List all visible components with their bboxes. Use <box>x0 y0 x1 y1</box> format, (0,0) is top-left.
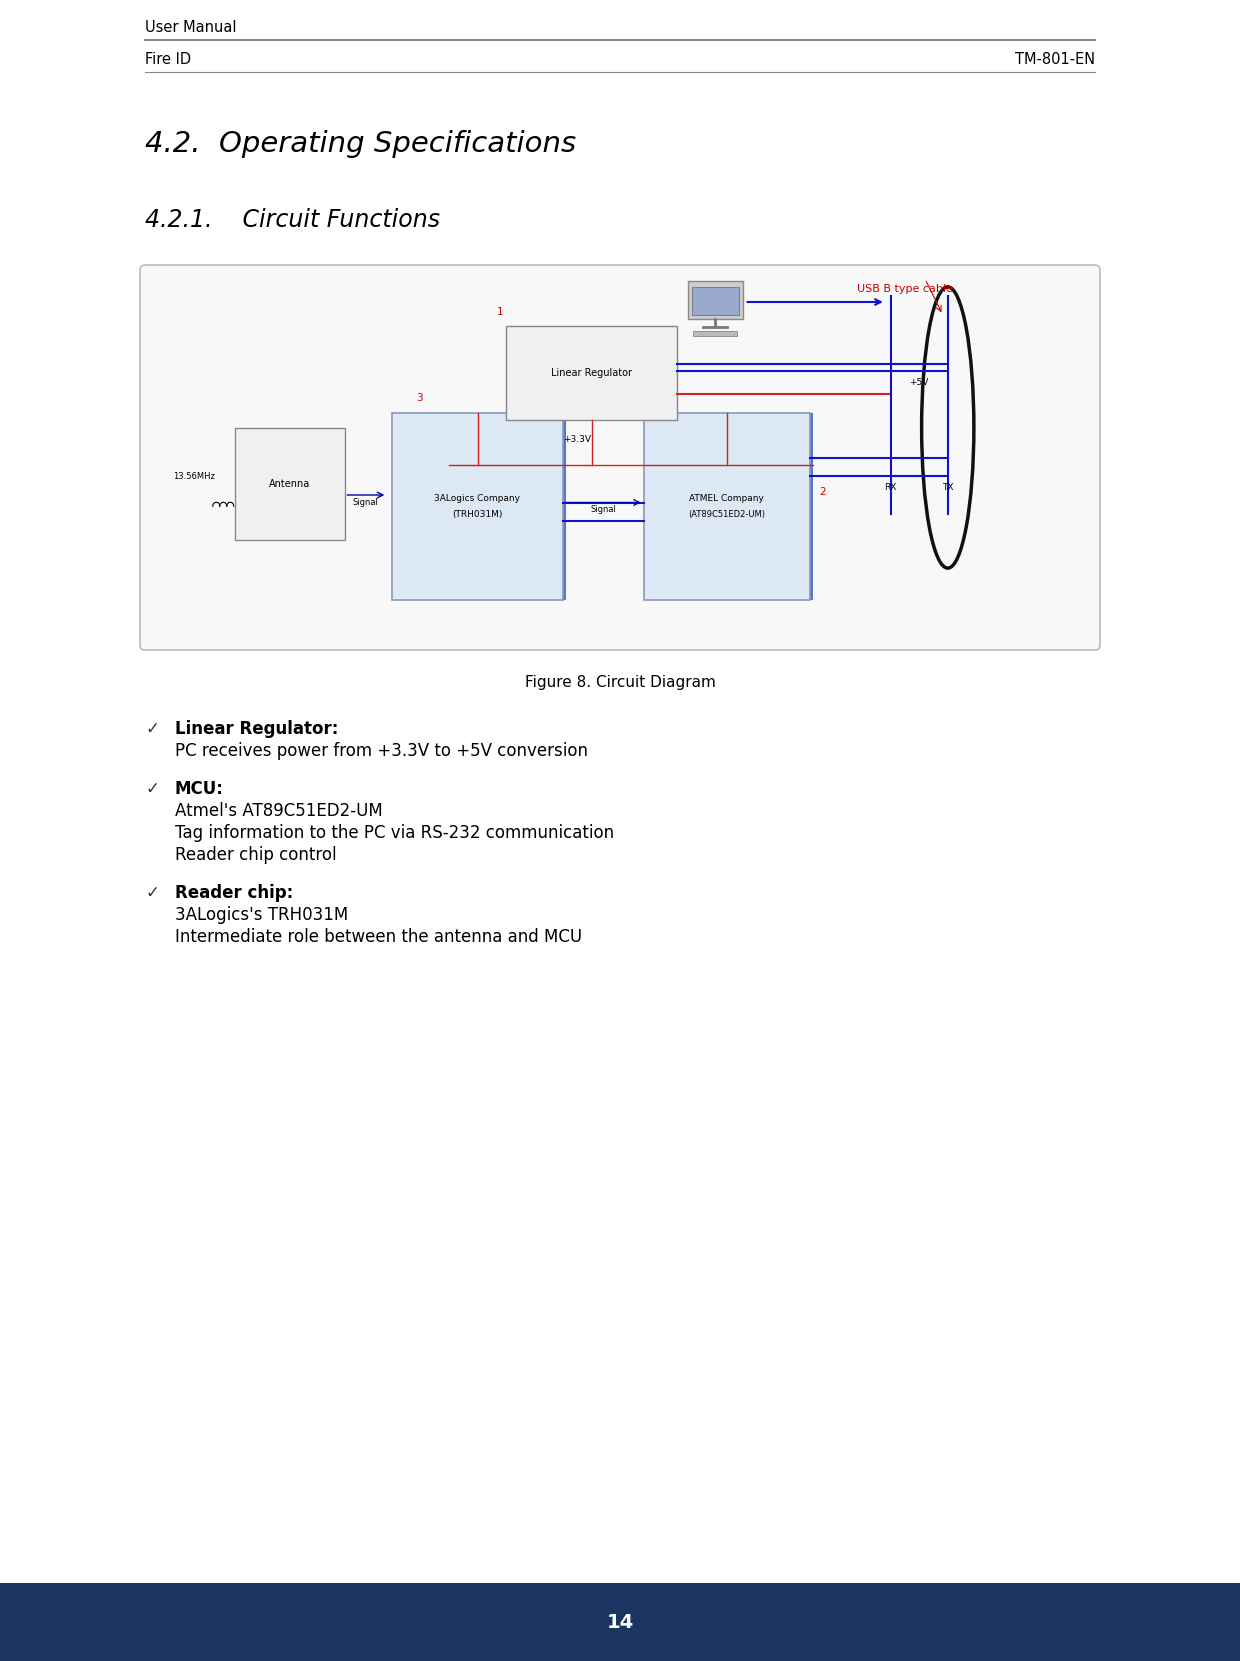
Text: MCU:: MCU: <box>175 781 224 797</box>
Text: User Manual: User Manual <box>145 20 237 35</box>
Text: Signal: Signal <box>353 498 378 507</box>
FancyBboxPatch shape <box>140 266 1100 649</box>
FancyBboxPatch shape <box>693 331 737 336</box>
FancyBboxPatch shape <box>0 1583 1240 1661</box>
Text: 4.2.1.    Circuit Functions: 4.2.1. Circuit Functions <box>145 208 440 233</box>
Text: 3: 3 <box>415 394 423 404</box>
Text: USB B type cable: USB B type cable <box>857 284 952 294</box>
Text: Linear Regulator:: Linear Regulator: <box>175 719 339 737</box>
FancyBboxPatch shape <box>558 412 565 600</box>
Text: ✓: ✓ <box>145 719 159 737</box>
Text: Reader chip control: Reader chip control <box>175 845 336 864</box>
Text: Fire ID: Fire ID <box>145 51 191 66</box>
FancyBboxPatch shape <box>692 287 739 316</box>
Text: Reader chip:: Reader chip: <box>175 884 293 902</box>
Text: 4.2.  Operating Specifications: 4.2. Operating Specifications <box>145 130 577 158</box>
FancyBboxPatch shape <box>644 412 810 600</box>
Text: ✓: ✓ <box>145 884 159 902</box>
Text: (AT89C51ED2-UM): (AT89C51ED2-UM) <box>688 510 765 518</box>
Text: Figure 8. Circuit Diagram: Figure 8. Circuit Diagram <box>525 674 715 689</box>
Text: Tag information to the PC via RS-232 communication: Tag information to the PC via RS-232 com… <box>175 824 614 842</box>
Text: ✓: ✓ <box>145 781 159 797</box>
FancyBboxPatch shape <box>805 412 813 600</box>
FancyBboxPatch shape <box>687 281 743 319</box>
Text: 3ALogics's TRH031M: 3ALogics's TRH031M <box>175 905 348 924</box>
Text: TM-801-EN: TM-801-EN <box>1014 51 1095 66</box>
Text: Linear Regulator: Linear Regulator <box>551 369 632 379</box>
Text: 14: 14 <box>606 1613 634 1631</box>
Text: RX: RX <box>884 483 897 492</box>
FancyBboxPatch shape <box>392 412 563 600</box>
Text: 3ALogics Company: 3ALogics Company <box>434 493 521 503</box>
FancyBboxPatch shape <box>236 427 345 540</box>
Text: (TRH031M): (TRH031M) <box>453 510 502 518</box>
Text: 1: 1 <box>496 307 503 317</box>
FancyBboxPatch shape <box>506 326 677 420</box>
Text: Atmel's AT89C51ED2-UM: Atmel's AT89C51ED2-UM <box>175 802 383 821</box>
Text: ATMEL Company: ATMEL Company <box>689 493 764 503</box>
Text: PC receives power from +3.3V to +5V conversion: PC receives power from +3.3V to +5V conv… <box>175 742 588 761</box>
Text: +5V: +5V <box>910 379 929 387</box>
Text: 13.56MHz: 13.56MHz <box>174 472 216 480</box>
Text: Intermediate role between the antenna and MCU: Intermediate role between the antenna an… <box>175 928 582 947</box>
Text: TX: TX <box>942 483 954 492</box>
Text: Signal: Signal <box>590 505 616 515</box>
Text: 2: 2 <box>820 487 826 497</box>
Text: Antenna: Antenna <box>269 478 310 488</box>
Text: +3.3V: +3.3V <box>563 435 591 445</box>
